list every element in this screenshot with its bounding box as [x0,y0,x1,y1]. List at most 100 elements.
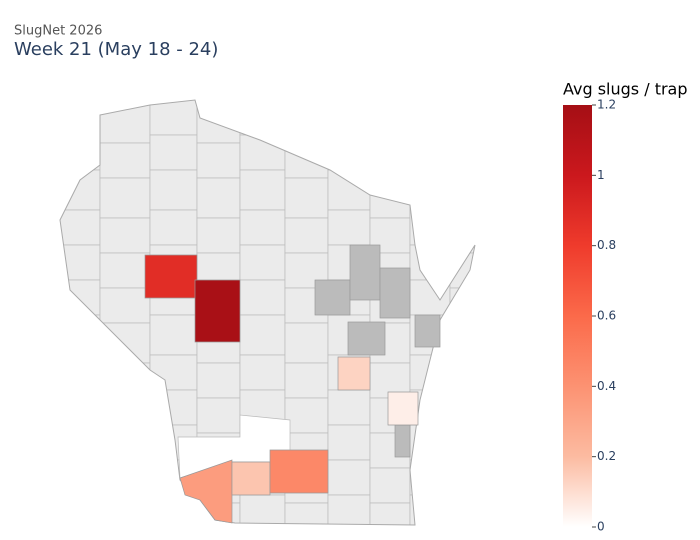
county [409,494,451,525]
colorbar-tick-label: 0 [597,520,605,534]
colorbar-title: Avg slugs / trap [563,80,688,99]
county [449,467,475,504]
county [284,322,329,364]
county [327,209,371,246]
county [149,314,198,356]
county [99,252,151,289]
county [60,100,101,136]
county [99,502,151,525]
county [99,217,151,254]
county [369,142,411,179]
colorbar-tick-label: 1.2 [597,98,616,112]
county-value [194,279,241,343]
county [196,177,241,219]
county [327,424,371,461]
county [196,102,241,144]
county [327,169,371,211]
county [239,494,286,525]
county [60,244,101,281]
county [327,134,371,171]
county [449,397,475,434]
county [60,209,101,246]
county [369,467,411,504]
county-value [387,391,419,426]
colorbar-tick-label: 1 [597,168,605,182]
county [327,389,371,426]
county [449,502,475,525]
county [239,244,286,281]
county [449,432,475,469]
regions [144,244,441,524]
county [99,177,151,219]
county [409,209,451,246]
county [149,134,198,171]
county [60,494,101,525]
county [60,314,101,356]
county-no-data [394,424,411,458]
county [239,354,286,391]
county-no-data [314,279,351,316]
county [149,494,198,525]
county-value [144,254,198,299]
county [449,142,475,179]
county [149,354,198,391]
county [196,142,241,179]
county [369,502,411,525]
title: Week 21 (May 18 - 24) [14,39,218,60]
county [60,424,101,461]
county [449,217,475,254]
county [449,362,475,399]
county [60,169,101,211]
county [60,354,101,391]
county [99,142,151,179]
county [449,287,475,324]
county-no-data [349,244,381,301]
county [99,287,151,324]
county [449,177,475,219]
county-value [337,356,371,391]
colorbar-tick-label: 0.8 [597,238,616,252]
county-value [269,449,329,494]
county [327,100,371,136]
county [284,177,329,219]
county [284,502,329,525]
county [239,100,286,136]
county-no-data [414,314,441,348]
county [284,142,329,179]
county [99,362,151,399]
county [327,494,371,525]
county [149,169,198,211]
colorbar-tick-label: 0.6 [597,309,616,323]
county [196,397,241,434]
county-no-data [347,321,386,356]
county [409,134,451,171]
county [239,169,286,211]
county [284,362,329,399]
colorbar-tick-label: 0.2 [597,449,616,463]
county [99,397,151,434]
subtitle: SlugNet 2026 [14,24,102,39]
county [449,102,475,144]
county [327,459,371,496]
county [60,134,101,171]
county [99,102,151,144]
colorbar [563,105,592,527]
county [409,169,451,211]
county [196,217,241,254]
county [409,459,451,496]
county [369,102,411,144]
county [284,102,329,144]
county [196,362,241,399]
county [60,459,101,496]
county [284,217,329,254]
county [284,397,329,434]
county [99,432,151,469]
county [239,279,286,316]
county-value [179,459,233,524]
county [149,389,198,426]
county-value [231,461,271,496]
county [449,322,475,364]
county [60,389,101,426]
county [239,209,286,246]
